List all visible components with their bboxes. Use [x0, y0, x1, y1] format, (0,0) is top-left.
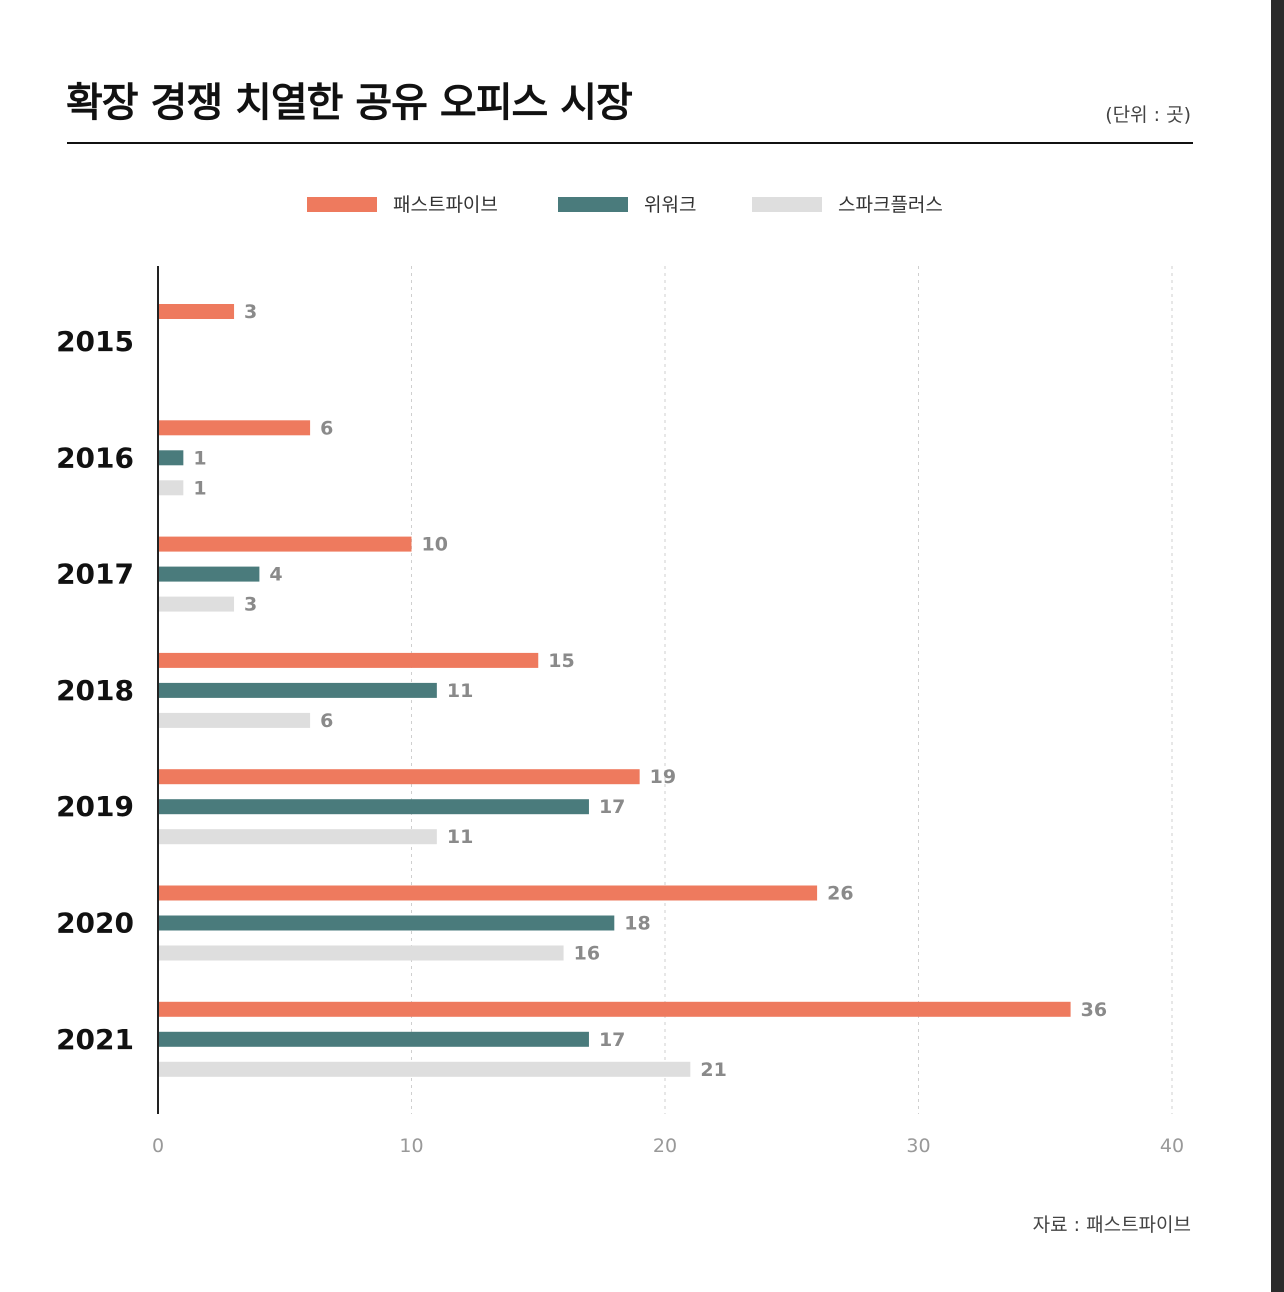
legend-swatch: [752, 197, 822, 212]
bar: [158, 566, 260, 582]
year-label: 2016: [56, 441, 134, 474]
bar: [158, 652, 539, 668]
bar: [158, 304, 235, 319]
window-edge: [1271, 0, 1284, 1292]
value-label: 6: [320, 417, 333, 439]
legend-swatch: [307, 197, 377, 212]
bar: [158, 945, 564, 961]
value-label: 6: [320, 710, 333, 732]
value-label: 11: [447, 826, 473, 848]
y-axis-categories: 2015 2016 2017 2018 2019 2020 2021: [56, 325, 134, 1056]
bar: [158, 1001, 1071, 1017]
bar: [158, 596, 235, 612]
legend: 패스트파이브 위워크 스파크플러스: [307, 194, 943, 216]
value-label: 26: [827, 883, 853, 905]
x-tick-label: 10: [399, 1135, 423, 1157]
value-label: 16: [574, 943, 600, 965]
value-label: 21: [700, 1059, 726, 1081]
value-label: 11: [447, 680, 473, 702]
value-label: 4: [269, 564, 282, 586]
grid-lines: [411, 266, 1173, 1114]
value-label: 15: [548, 650, 574, 672]
year-label: 2018: [56, 674, 134, 707]
value-label: 36: [1081, 999, 1107, 1021]
year-label: 2019: [56, 790, 134, 823]
year-label: 2017: [56, 558, 134, 591]
x-tick-label: 20: [653, 1135, 677, 1157]
value-label: 1: [193, 447, 206, 469]
bar: [158, 885, 818, 901]
title-divider: [67, 142, 1193, 144]
value-label: 10: [422, 534, 448, 556]
bar: [158, 536, 412, 552]
bar: [158, 712, 311, 728]
value-label: 3: [244, 301, 257, 323]
legend-label: 스파크플러스: [838, 194, 943, 216]
bar: [158, 450, 184, 466]
x-axis-ticks: 0 10 20 30 40: [152, 1135, 1184, 1157]
bar: [158, 1061, 691, 1077]
year-label: 2015: [56, 325, 134, 358]
value-label: 17: [599, 796, 625, 818]
bar: [158, 420, 311, 436]
bar: [158, 769, 640, 785]
value-label: 1: [193, 477, 206, 499]
bar: [158, 915, 615, 931]
x-tick-label: 0: [152, 1135, 164, 1157]
unit-label: (단위 : 곳): [1105, 104, 1191, 126]
value-label: 19: [650, 766, 676, 788]
year-label: 2020: [56, 907, 134, 940]
bar: [158, 1031, 589, 1047]
x-tick-label: 30: [906, 1135, 930, 1157]
source-note: 자료 : 패스트파이브: [1032, 1214, 1191, 1236]
bar: [158, 480, 184, 496]
legend-label: 패스트파이브: [393, 194, 498, 216]
bar: [158, 829, 437, 845]
chart-title: 확장 경쟁 치열한 공유 오피스 시장: [66, 80, 633, 126]
bar: [158, 799, 589, 815]
x-tick-label: 40: [1160, 1135, 1184, 1157]
value-label: 18: [624, 913, 650, 935]
legend-swatch: [558, 197, 628, 212]
legend-label: 위워크: [644, 194, 696, 216]
bar: [158, 682, 437, 698]
value-label: 3: [244, 594, 257, 616]
year-label: 2021: [56, 1023, 134, 1056]
value-label: 17: [599, 1029, 625, 1051]
